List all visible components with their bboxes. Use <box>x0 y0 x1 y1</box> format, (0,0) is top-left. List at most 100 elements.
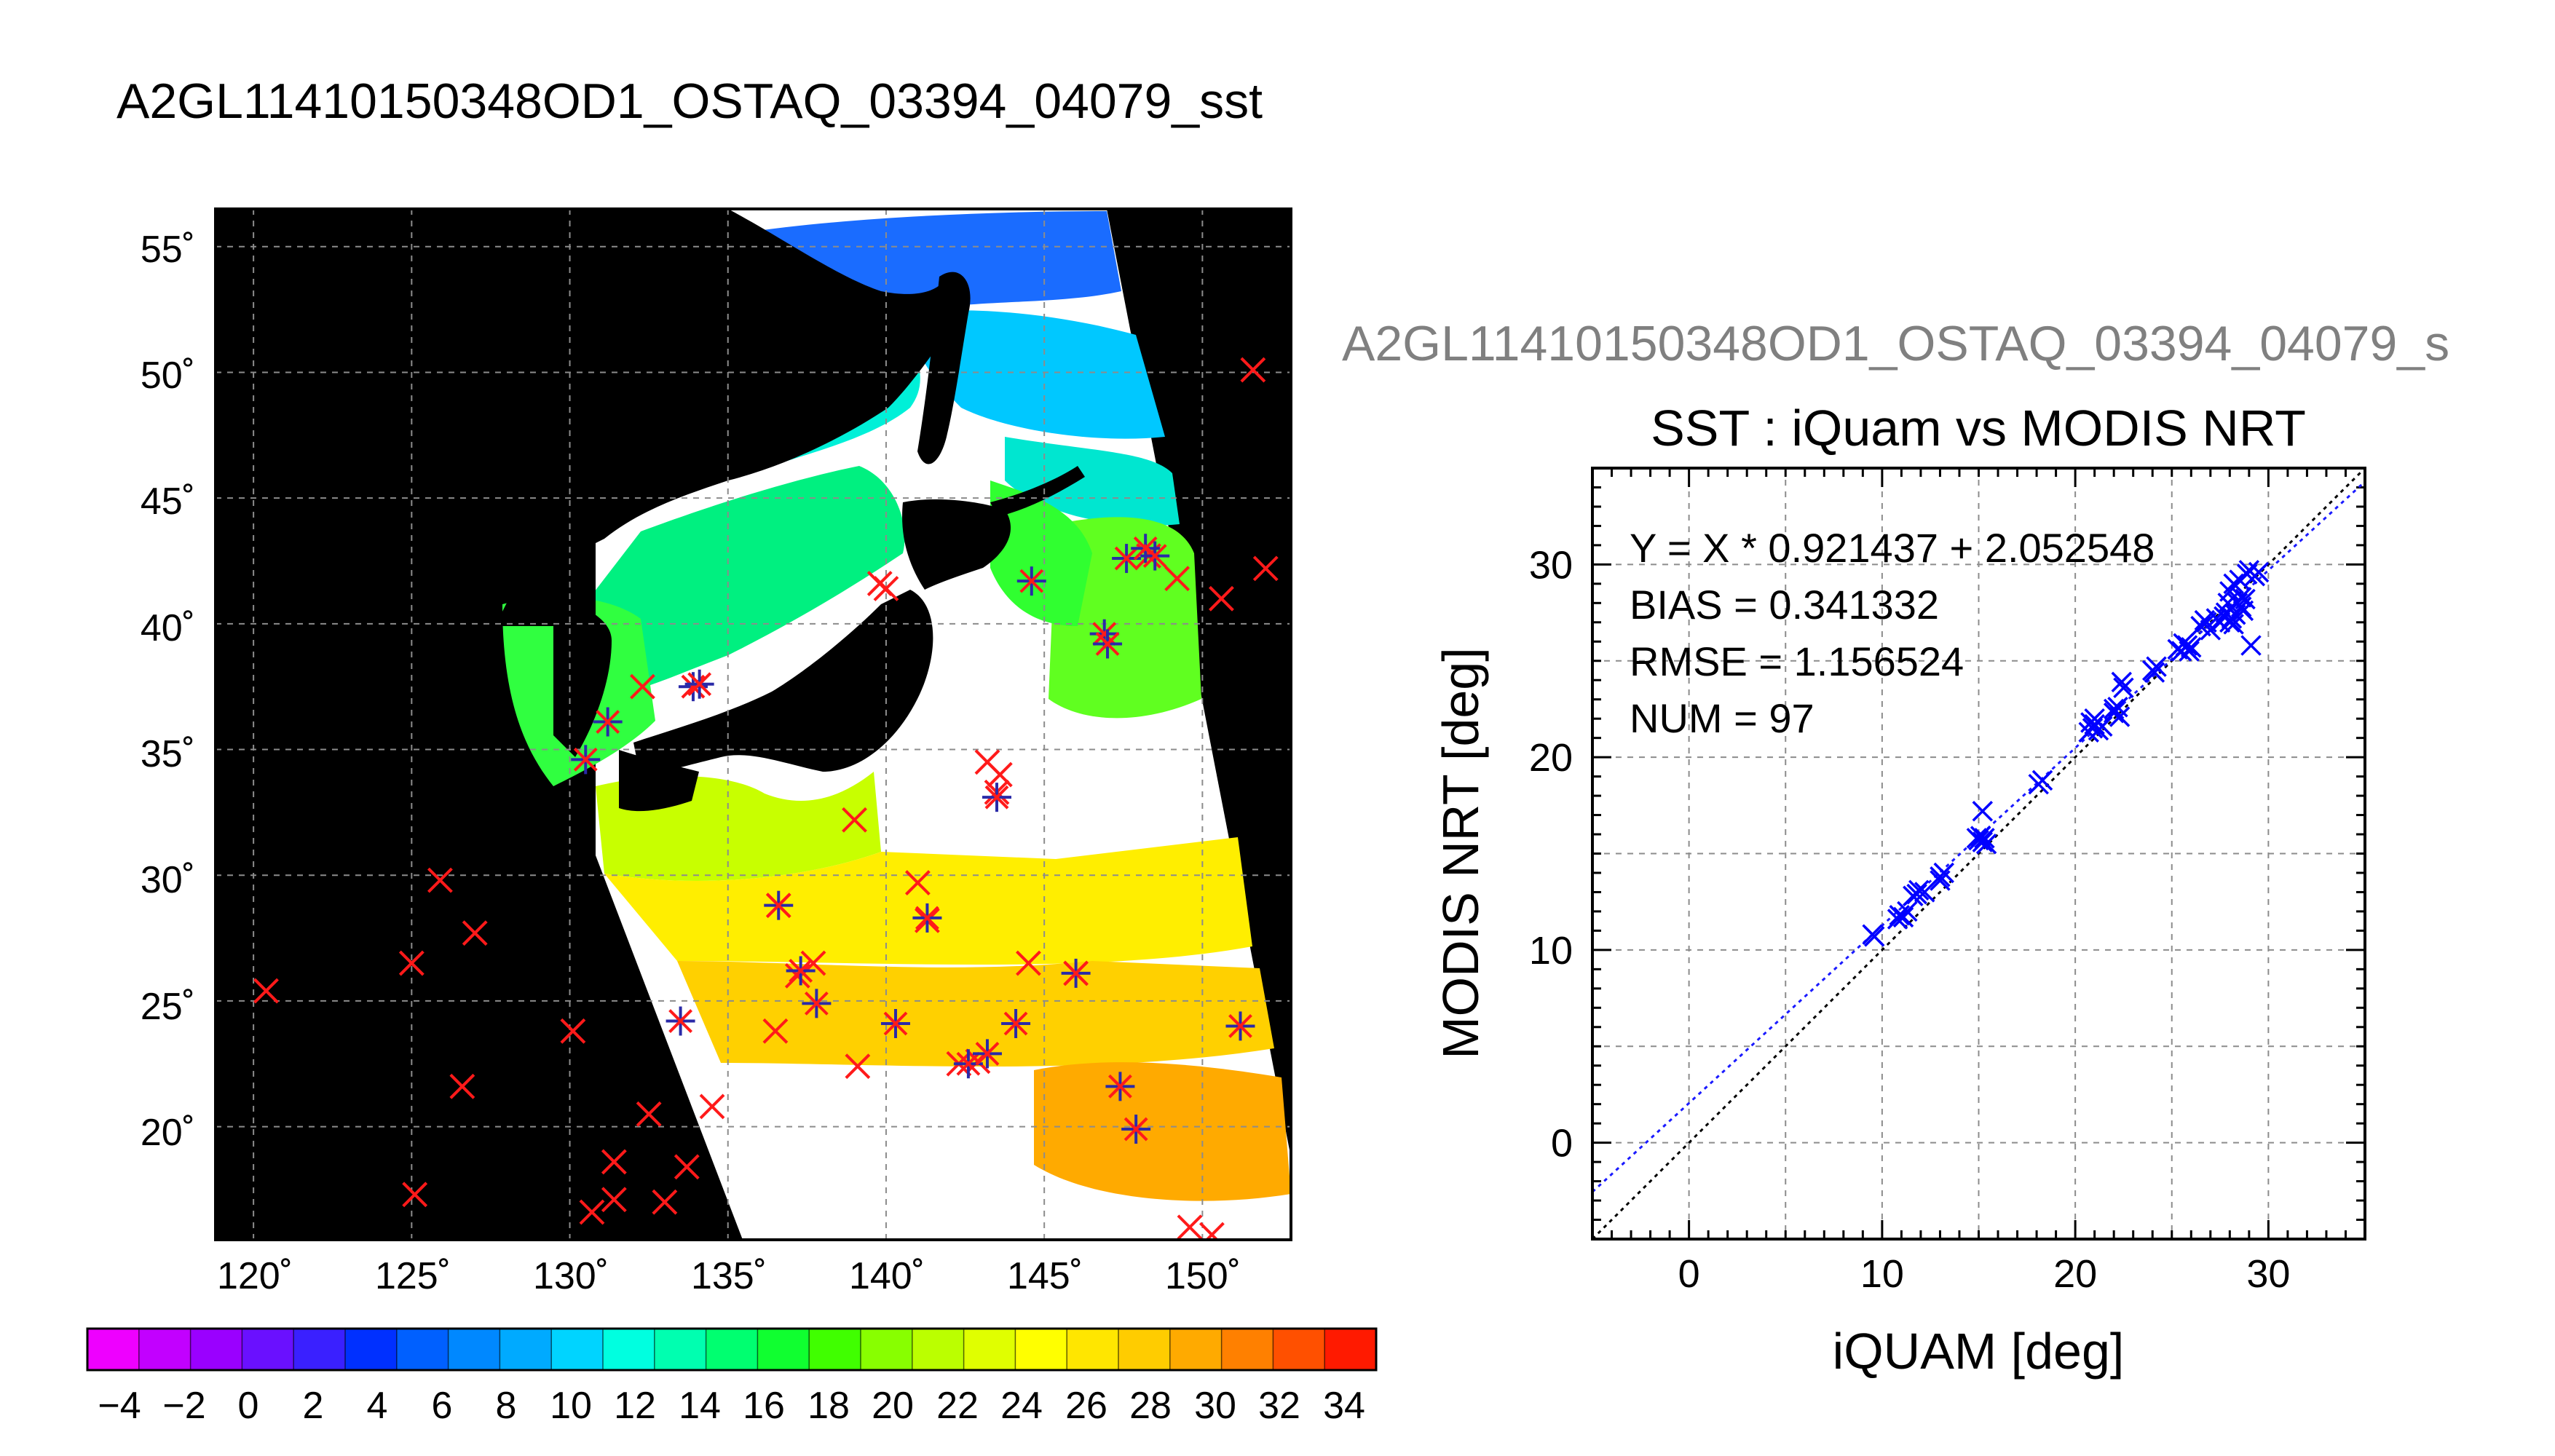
scatter-point <box>2103 702 2125 724</box>
map-marker-matched <box>764 890 794 920</box>
map-marker-unmatched <box>601 1149 627 1175</box>
map-marker-unmatched <box>1164 566 1190 592</box>
map-marker-unmatched <box>873 576 899 601</box>
colorbar-cell <box>1324 1329 1377 1370</box>
land-sakhalin <box>917 272 971 464</box>
lat-label: 45˚ <box>141 480 195 523</box>
map-marker-unmatched <box>1209 585 1234 612</box>
colorbar-label: 20 <box>872 1385 914 1427</box>
map-marker-matched <box>802 989 832 1018</box>
colorbar-cell <box>1169 1329 1223 1370</box>
scatter-point <box>1930 870 1951 891</box>
map-marker-unmatched <box>427 867 453 893</box>
colorbar-label: 32 <box>1258 1385 1300 1427</box>
scatter-point <box>1897 901 1918 922</box>
map-marker-matched <box>953 1049 983 1079</box>
map-marker-matched <box>1225 1011 1255 1041</box>
colorbar-cell <box>345 1329 398 1370</box>
scatter-point <box>1906 883 1927 905</box>
scatter-point <box>2113 677 2134 699</box>
scatter-point <box>2214 606 2235 628</box>
colorbar: −4 −2 0 2 4 6 8 10 12 14 16 18 20 22 24 … <box>86 1327 1378 1427</box>
map-marker-matched <box>1061 958 1091 988</box>
scatter-point <box>1887 909 1908 930</box>
map-marker-matched <box>571 745 601 775</box>
colorbar-cell <box>293 1329 346 1370</box>
y-tick-label: 10 <box>1529 929 1573 973</box>
map-markers <box>253 357 1279 1240</box>
colorbar-label: 4 <box>367 1385 388 1427</box>
fit-equation: Y = X * 0.921437 + 2.052548 <box>1630 525 2155 571</box>
sst-japan-coast-green <box>990 480 1092 626</box>
y-tick-label: 30 <box>1529 543 1573 587</box>
colorbar-label: 34 <box>1323 1385 1365 1427</box>
lat-label: 55˚ <box>141 229 195 271</box>
colorbar-label: 2 <box>303 1385 324 1427</box>
scatter-point <box>1972 801 1994 822</box>
land-kuril <box>990 466 1085 517</box>
colorbar-cell <box>861 1329 913 1370</box>
sst-amber-band <box>677 961 1274 1067</box>
y-tick-label: 20 <box>1529 736 1573 780</box>
colorbar-label: 16 <box>743 1385 785 1427</box>
map-marker-matched <box>786 956 816 986</box>
scatter-x-tick-labels: 0 10 20 30 <box>1678 1252 2291 1296</box>
scatter-point <box>1908 879 1930 901</box>
scatter-point <box>2078 721 2099 743</box>
colorbar-cell <box>963 1329 1016 1370</box>
map-marker-unmatched <box>762 1018 789 1044</box>
map-marker-matched <box>684 669 714 699</box>
scatter-point <box>2144 662 2165 683</box>
map-marker-matched <box>1016 566 1046 596</box>
map-lon-labels: 120˚ 125˚ 130˚ 135˚ 140˚ 145˚ 150˚ <box>217 1255 1241 1297</box>
scatter-point <box>2092 716 2113 737</box>
colorbar-label: 28 <box>1129 1385 1172 1427</box>
map-marker-matched <box>666 1006 695 1036</box>
lat-label: 25˚ <box>141 986 195 1028</box>
map-swath <box>495 209 1291 1240</box>
map-marker-matched <box>880 1008 910 1038</box>
scatter-point <box>2146 656 2167 677</box>
x-tick-label: 0 <box>1678 1252 1700 1296</box>
lon-label: 145˚ <box>1007 1255 1083 1297</box>
sst-orange-south <box>1034 1062 1291 1201</box>
land-korea <box>553 597 612 757</box>
colorbar-label: 0 <box>238 1385 259 1427</box>
scatter-grid <box>1592 468 2365 1239</box>
lat-label: 35˚ <box>141 733 195 775</box>
colorbar-label: 10 <box>550 1385 592 1427</box>
colorbar-frame <box>86 1327 1378 1372</box>
scatter-point <box>2111 671 2133 693</box>
map-marker-matched <box>972 1039 1002 1069</box>
colorbar-label: 6 <box>432 1385 453 1427</box>
map-marker-unmatched <box>398 950 424 976</box>
lat-label: 20˚ <box>141 1112 195 1154</box>
lon-label: 140˚ <box>849 1255 925 1297</box>
map-marker-unmatched <box>601 1187 627 1213</box>
scatter-point <box>1972 831 1994 852</box>
scatter-points <box>1862 560 2270 947</box>
lat-label: 40˚ <box>141 607 195 649</box>
scatter-suptitle: A2GL11410150348OD1_OSTAQ_03394_04079_s <box>1342 316 2449 371</box>
map-marker-unmatched <box>652 1189 678 1215</box>
scatter-point <box>1966 828 1988 849</box>
lon-label: 120˚ <box>217 1255 293 1297</box>
map-marker-matched <box>1121 1115 1151 1144</box>
sst-pacific-ne <box>1005 437 1180 526</box>
map-marker-unmatched <box>560 1018 586 1044</box>
scatter-point <box>2231 596 2252 617</box>
scatter-title: SST : iQuam vs MODIS NRT <box>1651 400 2306 456</box>
colorbar-cell <box>551 1329 604 1370</box>
colorbar-cell <box>809 1329 861 1370</box>
land-asia <box>495 209 968 626</box>
colorbar-label: −2 <box>162 1385 205 1427</box>
scatter-frame <box>1591 467 2366 1241</box>
map-marker-unmatched <box>845 1053 871 1080</box>
colorbar-cell <box>448 1329 500 1370</box>
colorbar-cell <box>396 1329 449 1370</box>
num-value: NUM = 97 <box>1630 695 1814 741</box>
colorbar-cell <box>1273 1329 1325 1370</box>
map-marker-matched <box>1140 541 1170 571</box>
colorbar-cell <box>1015 1329 1067 1370</box>
map-marker-unmatched <box>904 870 931 895</box>
